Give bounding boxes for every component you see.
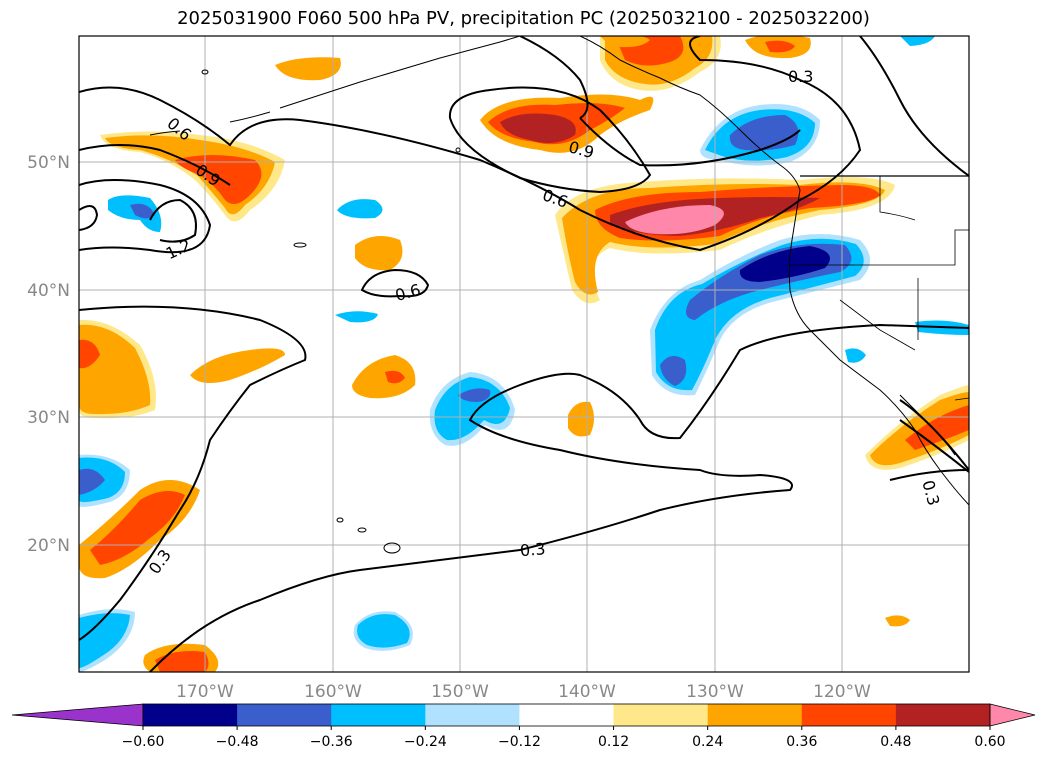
- lat-label: 20°N: [27, 536, 70, 556]
- colorbar-tick-label: 0.24: [692, 734, 723, 750]
- lon-label: 130°W: [686, 682, 744, 702]
- lat-label: 40°N: [27, 281, 70, 301]
- colorbar: −0.60 −0.48 −0.36 −0.24 −0.12 0.12 0.24 0.36 0.4…: [11, 703, 1036, 750]
- colorbar-tick-label: 0.12: [598, 734, 629, 750]
- lat-label: 30°N: [27, 408, 70, 428]
- colorbar-segment: [801, 704, 897, 726]
- colorbar-tick-label: 0.60: [974, 734, 1005, 750]
- lat-label: 50°N: [27, 153, 70, 173]
- colorbar-segment: [895, 704, 991, 726]
- map-title: 2025031900 F060 500 hPa PV, precipitatio…: [177, 8, 870, 29]
- lon-label: 170°W: [176, 682, 234, 702]
- colorbar-extend-high: [989, 703, 1036, 727]
- negative-precip-shading: [79, 36, 969, 672]
- lon-label: 150°W: [431, 682, 489, 702]
- colorbar-tick-label: −0.24: [404, 734, 447, 750]
- colorbar-tick-label: −0.12: [498, 734, 541, 750]
- colorbar-tick-label: −0.48: [216, 734, 259, 750]
- colorbar-tick-label: −0.60: [122, 734, 165, 750]
- contour-label: 0.3: [519, 539, 546, 560]
- longitude-labels: 170°W 160°W 150°W 140°W 130°W 120°W: [176, 682, 871, 702]
- colorbar-tick-label: 0.48: [880, 734, 911, 750]
- latitude-labels: 50°N 40°N 30°N 20°N: [27, 153, 70, 556]
- graticule: [79, 36, 969, 672]
- colorbar-frame: [142, 703, 991, 727]
- colorbar-segment: [707, 704, 803, 726]
- lon-label: 120°W: [813, 682, 871, 702]
- colorbar-tick-label: 0.36: [786, 734, 817, 750]
- colorbar-segment: [613, 704, 709, 726]
- colorbar-tick-label: −0.36: [310, 734, 353, 750]
- plot-border: [78, 35, 970, 673]
- colorbar-segment: [331, 704, 426, 726]
- colorbar-extend-low: [11, 703, 144, 727]
- contour-label: 0.3: [788, 67, 813, 86]
- lon-label: 160°W: [304, 682, 362, 702]
- colorbar-segment: [519, 704, 615, 726]
- positive-precip-shading: [79, 36, 969, 672]
- colorbar-segment: [143, 704, 238, 726]
- pv-contours: [79, 36, 969, 672]
- lon-label: 140°W: [558, 682, 616, 702]
- colorbar-segment: [425, 704, 520, 726]
- colorbar-segment: [237, 704, 332, 726]
